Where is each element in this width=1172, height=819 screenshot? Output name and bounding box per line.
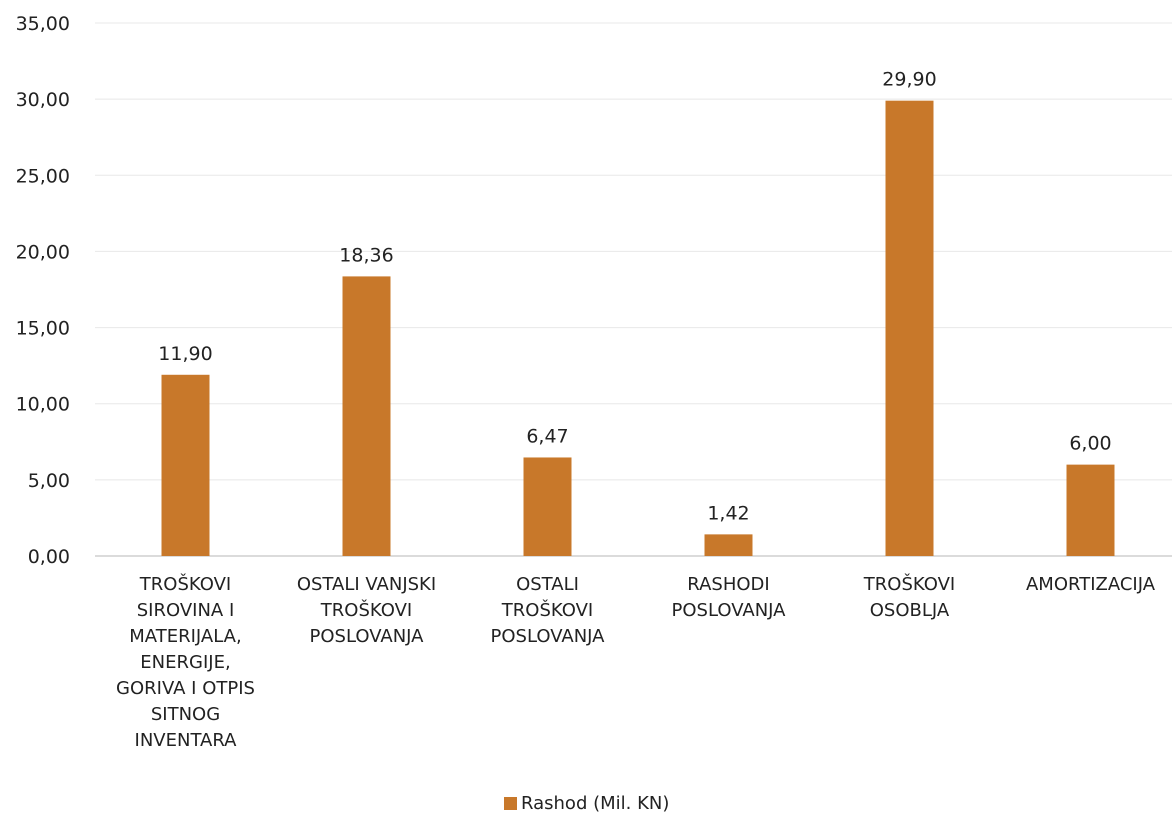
data-label: 6,00 (1069, 433, 1111, 455)
category-label-line: TROŠKOVI (139, 573, 231, 595)
category-label-line: RASHODI (687, 574, 769, 595)
category-label: AMORTIZACIJA (1026, 574, 1156, 595)
category-label-line: INVENTARA (135, 730, 238, 751)
category-label-line: SIROVINA I (137, 600, 235, 621)
data-label: 11,90 (158, 343, 212, 365)
y-tick-label: 30,00 (16, 89, 70, 111)
category-label-line: TROŠKOVI (320, 599, 412, 621)
category-label-line: MATERIJALA, (129, 626, 241, 647)
bar (161, 374, 210, 556)
category-label-line: POSLOVANJA (672, 600, 787, 621)
category-label: TROŠKOVI OSOBLJA (863, 573, 955, 621)
category-label: RASHODI POSLOVANJA (672, 574, 787, 621)
bar-series (161, 100, 1115, 556)
category-label-line: POSLOVANJA (491, 626, 606, 647)
y-tick-label: 15,00 (16, 318, 70, 340)
legend-swatch (504, 797, 517, 810)
y-axis-ticks: 0,00 5,00 10,00 15,00 20,00 25,00 30,00 35,00 (16, 13, 70, 568)
bar (523, 457, 572, 556)
data-label: 29,90 (882, 69, 936, 91)
data-label: 1,42 (707, 502, 749, 524)
bar (704, 534, 753, 556)
legend-label: Rashod (Mil. KN) (521, 793, 669, 814)
category-labels: TROŠKOVI SIROVINA I MATERIJALA, ENERGIJE, GO… (116, 573, 1156, 751)
y-tick-label: 35,00 (16, 13, 70, 35)
bar (1066, 464, 1115, 556)
category-label-line: OSOBLJA (870, 600, 950, 621)
bar (885, 100, 934, 556)
bar (342, 276, 391, 556)
data-label: 6,47 (526, 425, 568, 447)
category-label-line: POSLOVANJA (310, 626, 425, 647)
category-label: TROŠKOVI SIROVINA I MATERIJALA, ENERGIJE, GO… (116, 573, 255, 751)
category-label-line: GORIVA I OTPIS (116, 678, 255, 699)
legend: Rashod (Mil. KN) (504, 793, 669, 814)
grid-layer (95, 22, 1172, 557)
category-label: OSTALI TROŠKOVI POSLOVANJA (491, 574, 606, 647)
category-label-line: SITNOG (151, 704, 220, 725)
y-tick-label: 25,00 (16, 165, 70, 187)
category-label-line: AMORTIZACIJA (1026, 574, 1156, 595)
category-label-line: TROŠKOVI (863, 573, 955, 595)
data-label: 18,36 (339, 244, 393, 266)
data-labels: 11,90 18,36 6,47 1,42 29,90 6,00 (158, 69, 1111, 525)
category-label-line: ENERGIJE, (140, 652, 230, 673)
y-tick-label: 5,00 (28, 470, 70, 492)
category-label-line: TROŠKOVI (501, 599, 593, 621)
y-tick-label: 0,00 (28, 546, 70, 568)
y-tick-label: 10,00 (16, 394, 70, 416)
category-label-line: OSTALI (516, 574, 579, 595)
category-label-line: OSTALI VANJSKI (297, 574, 436, 595)
y-tick-label: 20,00 (16, 241, 70, 263)
category-label: OSTALI VANJSKI TROŠKOVI POSLOVANJA (297, 574, 436, 647)
